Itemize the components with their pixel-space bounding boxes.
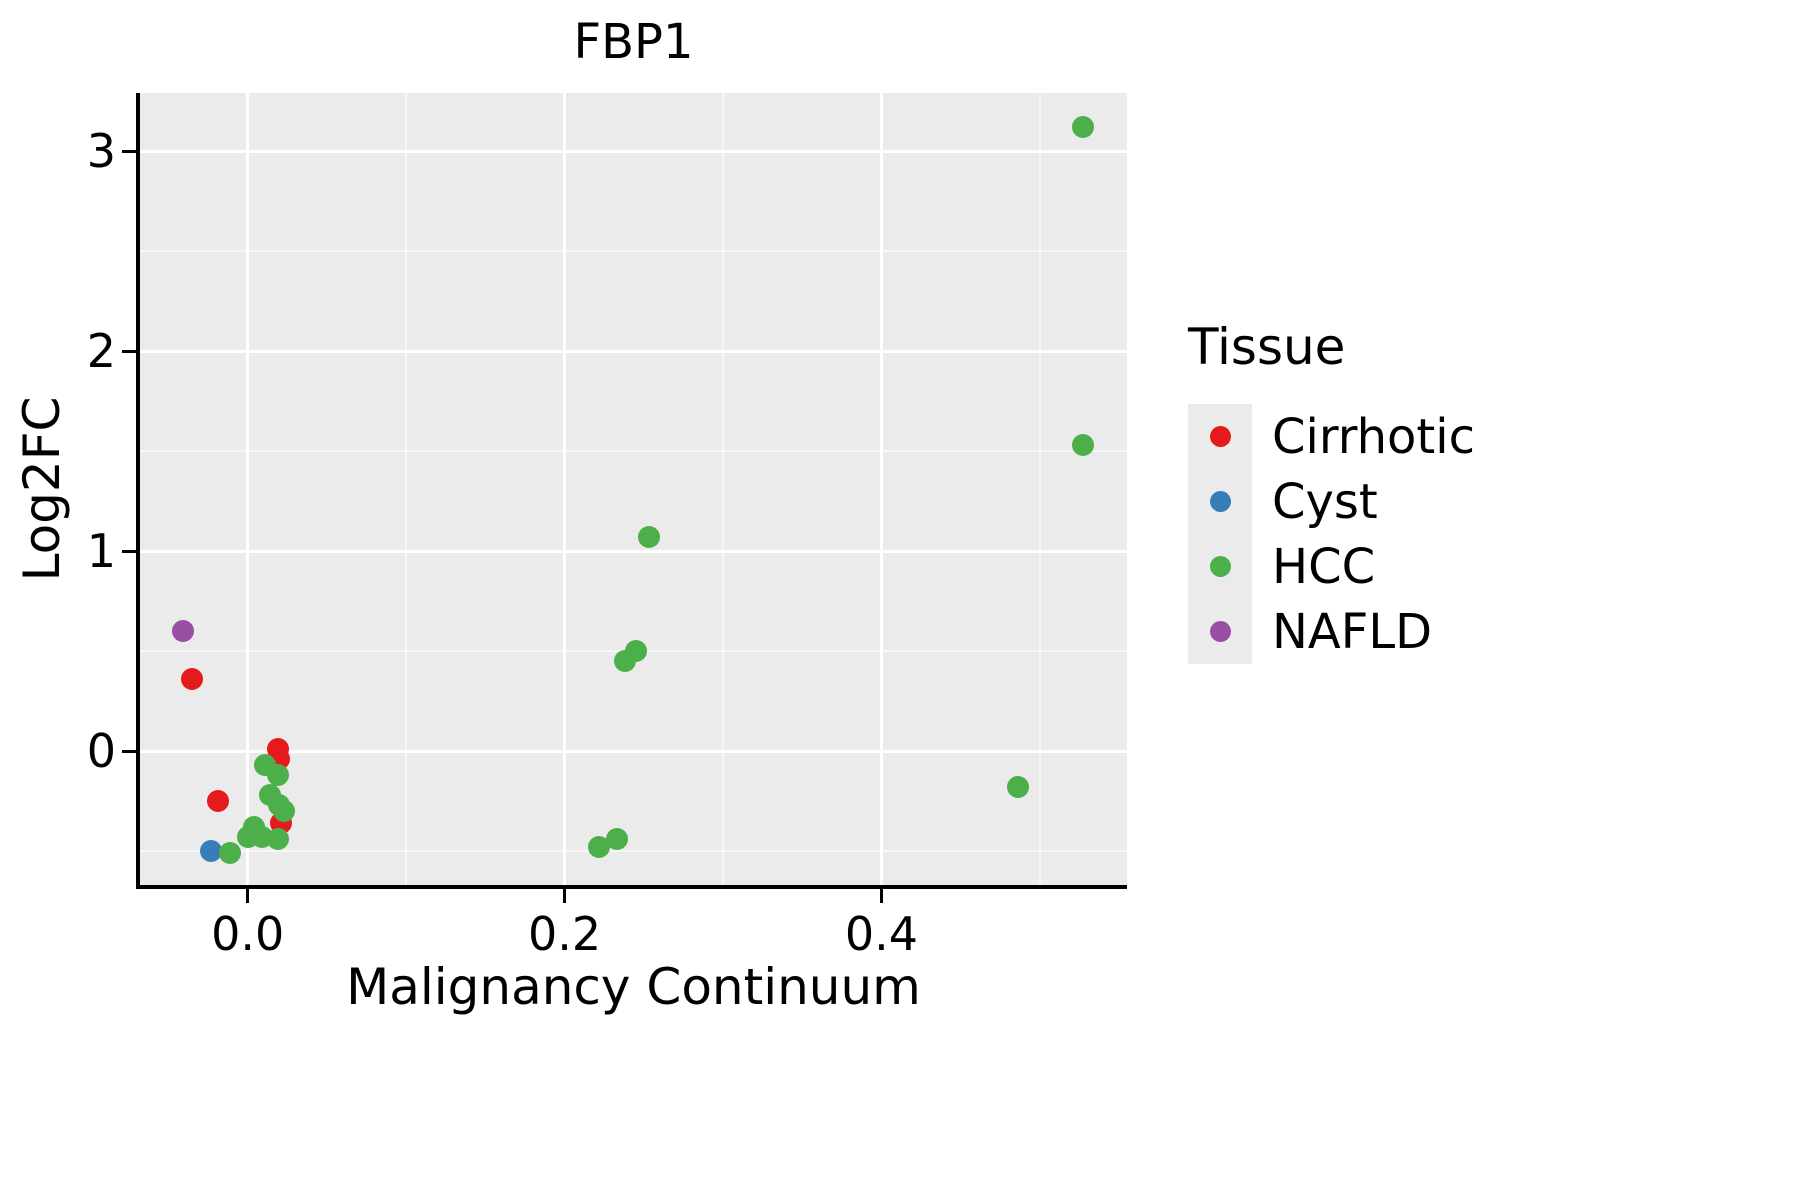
- x-axis-label: Malignancy Continuum: [346, 958, 921, 1016]
- y-tick: [122, 349, 136, 353]
- legend-swatch: [1209, 556, 1231, 577]
- legend-label: Cyst: [1272, 473, 1378, 530]
- y-tick-label: 3: [86, 124, 116, 178]
- gridline-x: [246, 93, 250, 885]
- legend-swatch: [1209, 491, 1231, 512]
- legend-key: [1188, 404, 1252, 469]
- data-point: [219, 842, 242, 864]
- data-point: [613, 650, 636, 672]
- data-point: [605, 828, 628, 850]
- legend-item: NAFLD: [1188, 599, 1475, 664]
- data-point: [266, 828, 289, 850]
- y-tick-label: 1: [86, 524, 116, 578]
- y-axis-line: [136, 93, 140, 889]
- data-point: [206, 790, 229, 812]
- data-point: [171, 620, 194, 642]
- x-tick-label: 0.0: [211, 907, 285, 961]
- x-axis-line: [136, 885, 1127, 889]
- y-tick: [122, 549, 136, 553]
- data-point: [1071, 116, 1094, 138]
- legend-label: Cirrhotic: [1272, 408, 1475, 465]
- legend: Tissue Cirrhotic Cyst HCC NAFLD: [1188, 318, 1475, 664]
- x-tick: [563, 889, 567, 903]
- gridline-x-minor: [405, 93, 408, 885]
- x-tick-label: 0.2: [528, 907, 602, 961]
- y-tick-label: 0: [86, 724, 116, 778]
- legend-item: Cyst: [1188, 469, 1475, 534]
- legend-swatch: [1209, 426, 1231, 447]
- legend-items: Cirrhotic Cyst HCC NAFLD: [1188, 404, 1475, 664]
- legend-label: NAFLD: [1272, 603, 1433, 660]
- y-tick-label: 2: [86, 324, 116, 378]
- y-tick: [122, 749, 136, 753]
- gridline-y: [140, 749, 1127, 753]
- legend-key: [1188, 599, 1252, 664]
- x-tick: [879, 889, 883, 903]
- legend-item: HCC: [1188, 534, 1475, 599]
- gridline-y: [140, 549, 1127, 553]
- data-point: [588, 836, 611, 858]
- x-tick-label: 0.4: [844, 907, 919, 961]
- legend-key: [1188, 534, 1252, 599]
- x-tick: [246, 889, 250, 903]
- chart-title: FBP1: [573, 14, 694, 70]
- legend-label: HCC: [1272, 538, 1376, 595]
- data-point: [181, 668, 204, 690]
- gridline-x-minor: [1038, 93, 1041, 885]
- data-point: [266, 764, 289, 786]
- data-point: [1071, 434, 1094, 456]
- legend-title: Tissue: [1188, 318, 1346, 376]
- data-point: [1006, 776, 1029, 798]
- y-axis-label: Log2FC: [13, 396, 71, 582]
- gridline-x: [563, 93, 567, 885]
- gridline-y-minor: [140, 450, 1127, 452]
- data-point: [637, 526, 660, 548]
- data-point: [200, 840, 223, 862]
- y-tick: [122, 149, 136, 153]
- gridline-y: [140, 149, 1127, 153]
- gridline-y-minor: [140, 250, 1127, 252]
- legend-item: Cirrhotic: [1188, 404, 1475, 469]
- gridline-x-minor: [722, 93, 724, 885]
- gridline-y: [140, 349, 1127, 353]
- legend-key: [1188, 469, 1252, 534]
- gridline-y-minor: [140, 850, 1127, 852]
- plot-panel: [140, 93, 1127, 885]
- data-point: [273, 800, 296, 822]
- legend-swatch: [1209, 621, 1231, 642]
- gridline-x: [879, 93, 883, 885]
